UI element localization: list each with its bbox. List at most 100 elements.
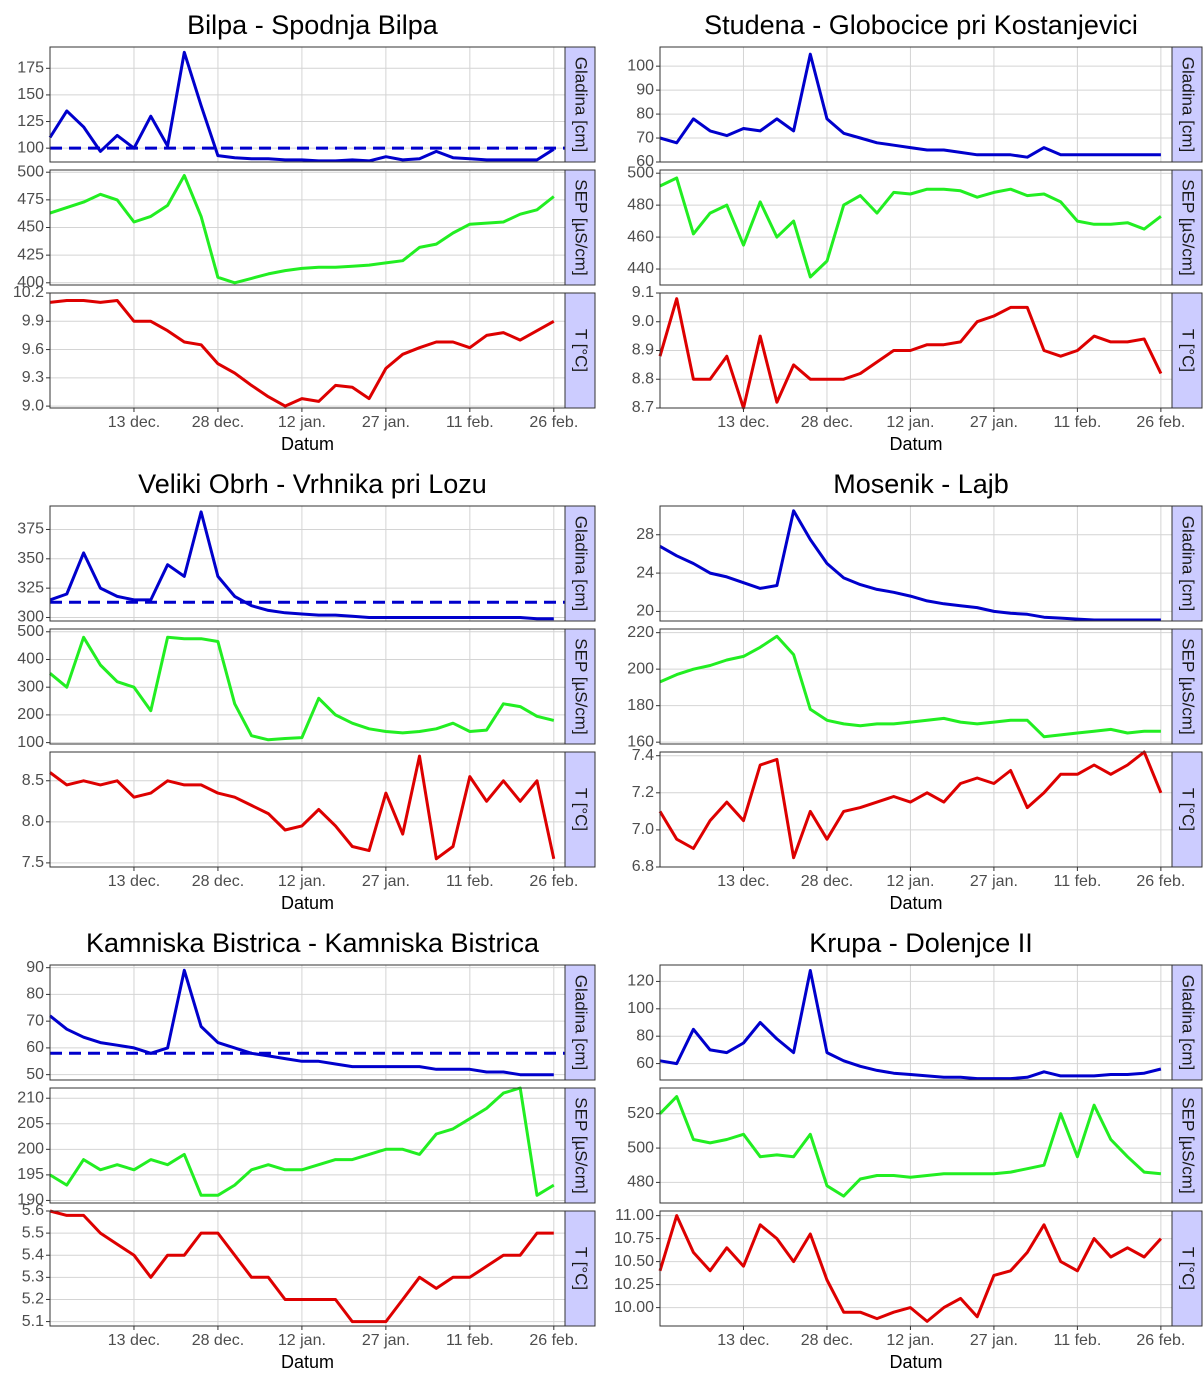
strip-label: T [°C] bbox=[1179, 329, 1198, 372]
y-tick-label: 475 bbox=[17, 191, 44, 208]
x-axis-title: Datum bbox=[889, 434, 942, 454]
strip bbox=[564, 964, 596, 1081]
chart-title: Krupa - Dolenjce II bbox=[809, 928, 1033, 958]
y-tick-label: 180 bbox=[627, 697, 654, 714]
chart: Krupa - Dolenjce II 60 80 100 120 Gladina [cm… bbox=[614, 928, 1203, 1372]
y-tick-label: 205 bbox=[17, 1115, 44, 1132]
data-line bbox=[658, 1095, 1162, 1198]
y-tick-label: 375 bbox=[17, 521, 44, 538]
y-tick-label: 125 bbox=[17, 113, 44, 130]
x-tick-label: 27 jan. bbox=[970, 1332, 1018, 1349]
chart-title: Kamniska Bistrica - Kamniska Bistrica bbox=[86, 928, 540, 958]
strip bbox=[564, 751, 596, 868]
x-tick-label: 13 dec. bbox=[717, 414, 769, 431]
x-tick-label: 13 dec. bbox=[108, 873, 160, 890]
y-tick-label: 520 bbox=[627, 1105, 654, 1122]
y-tick-label: 440 bbox=[627, 260, 654, 277]
y-tick-label: 8.9 bbox=[632, 342, 654, 359]
y-tick-label: 200 bbox=[627, 660, 654, 677]
strip bbox=[1171, 505, 1203, 622]
chart-title: Studena - Globocice pri Kostanjevici bbox=[704, 10, 1138, 40]
strip bbox=[1171, 169, 1203, 286]
y-tick-label: 190 bbox=[17, 1192, 44, 1209]
strip bbox=[564, 1087, 596, 1204]
x-tick-label: 13 dec. bbox=[108, 1332, 160, 1349]
y-tick-label: 10.25 bbox=[614, 1276, 654, 1293]
y-tick-label: 350 bbox=[17, 550, 44, 567]
strip bbox=[564, 169, 596, 286]
y-tick-label: 460 bbox=[627, 228, 654, 245]
data-line bbox=[49, 1086, 555, 1197]
y-tick-label: 10.00 bbox=[614, 1299, 654, 1316]
x-tick-label: 27 jan. bbox=[362, 414, 410, 431]
chart: Studena - Globocice pri Kostanjevici 60 70… bbox=[627, 10, 1203, 454]
strip-label: T [°C] bbox=[1179, 788, 1198, 831]
data-line bbox=[659, 969, 1162, 1081]
x-tick-label: 28 dec. bbox=[801, 414, 853, 431]
y-tick-label: 70 bbox=[26, 1012, 44, 1029]
x-tick-label: 11 feb. bbox=[1054, 414, 1102, 431]
y-tick-label: 400 bbox=[17, 274, 44, 291]
y-tick-label: 24 bbox=[636, 564, 654, 581]
y-tick-label: 160 bbox=[627, 733, 654, 750]
y-tick-label: 300 bbox=[17, 678, 44, 695]
y-tick-label: 5.5 bbox=[22, 1224, 44, 1241]
y-tick-label: 90 bbox=[636, 81, 654, 98]
data-line bbox=[49, 635, 555, 742]
x-tick-label: 26 feb. bbox=[529, 1332, 578, 1349]
y-tick-label: 7.2 bbox=[632, 784, 654, 801]
y-tick-label: 210 bbox=[17, 1089, 44, 1106]
y-tick-label: 100 bbox=[17, 734, 44, 751]
strip-label: T [°C] bbox=[572, 329, 591, 372]
x-tick-label: 26 feb. bbox=[529, 414, 578, 431]
y-tick-label: 8.7 bbox=[632, 399, 654, 416]
x-tick-label: 26 feb. bbox=[529, 873, 578, 890]
y-tick-label: 10.2 bbox=[13, 284, 44, 301]
data-line bbox=[659, 634, 1161, 739]
data-line bbox=[49, 1209, 554, 1324]
x-tick-label: 12 jan. bbox=[278, 414, 326, 431]
x-tick-label: 28 dec. bbox=[801, 873, 853, 890]
y-tick-label: 7.4 bbox=[632, 747, 654, 764]
y-tick-label: 60 bbox=[26, 1039, 44, 1056]
strip-label: Gladina [cm] bbox=[572, 975, 591, 1070]
strip-label: Gladina [cm] bbox=[1179, 516, 1198, 611]
y-tick-label: 10.50 bbox=[614, 1253, 654, 1270]
chart: Veliki Obrh - Vrhnika pri Lozu 300 325 350 3… bbox=[17, 469, 596, 913]
y-tick-label: 50 bbox=[26, 1066, 44, 1083]
y-tick-label: 150 bbox=[17, 86, 44, 103]
x-tick-label: 26 feb. bbox=[1136, 414, 1185, 431]
data-line bbox=[659, 509, 1161, 622]
x-tick-label: 12 jan. bbox=[278, 1332, 326, 1349]
x-tick-label: 12 jan. bbox=[886, 873, 934, 890]
y-tick-label: 425 bbox=[17, 246, 44, 263]
strip bbox=[564, 46, 596, 163]
y-tick-label: 7.5 bbox=[22, 854, 44, 871]
y-tick-label: 400 bbox=[17, 651, 44, 668]
strip bbox=[1171, 628, 1203, 745]
strip-label: SEP [µS/cm] bbox=[1179, 638, 1198, 734]
data-line bbox=[658, 750, 1163, 860]
strip-label: SEP [µS/cm] bbox=[1179, 1097, 1198, 1193]
data-line bbox=[48, 50, 555, 163]
y-tick-label: 175 bbox=[17, 60, 44, 77]
y-tick-label: 60 bbox=[636, 1055, 654, 1072]
panel-background bbox=[50, 506, 565, 621]
chart: Mosenik - Lajb 20 24 28 Gladina [cm] 160 180 20… bbox=[627, 469, 1203, 913]
data-line bbox=[658, 1214, 1163, 1323]
strip bbox=[1171, 1210, 1203, 1327]
y-tick-label: 8.0 bbox=[22, 813, 44, 830]
data-line bbox=[659, 52, 1161, 159]
strip bbox=[1171, 292, 1203, 409]
panel-background bbox=[660, 47, 1172, 162]
y-tick-label: 9.0 bbox=[632, 313, 654, 330]
y-tick-label: 90 bbox=[26, 959, 44, 976]
strip-label: Gladina [cm] bbox=[1179, 975, 1198, 1070]
y-tick-label: 10.75 bbox=[614, 1230, 654, 1247]
chart: Kamniska Bistrica - Kamniska Bistrica 50 6… bbox=[17, 928, 596, 1372]
strip-label: Gladina [cm] bbox=[572, 516, 591, 611]
y-tick-label: 28 bbox=[636, 526, 654, 543]
y-tick-label: 480 bbox=[627, 1174, 654, 1191]
strip-label: T [°C] bbox=[1179, 1247, 1198, 1290]
panel-background bbox=[50, 752, 565, 867]
